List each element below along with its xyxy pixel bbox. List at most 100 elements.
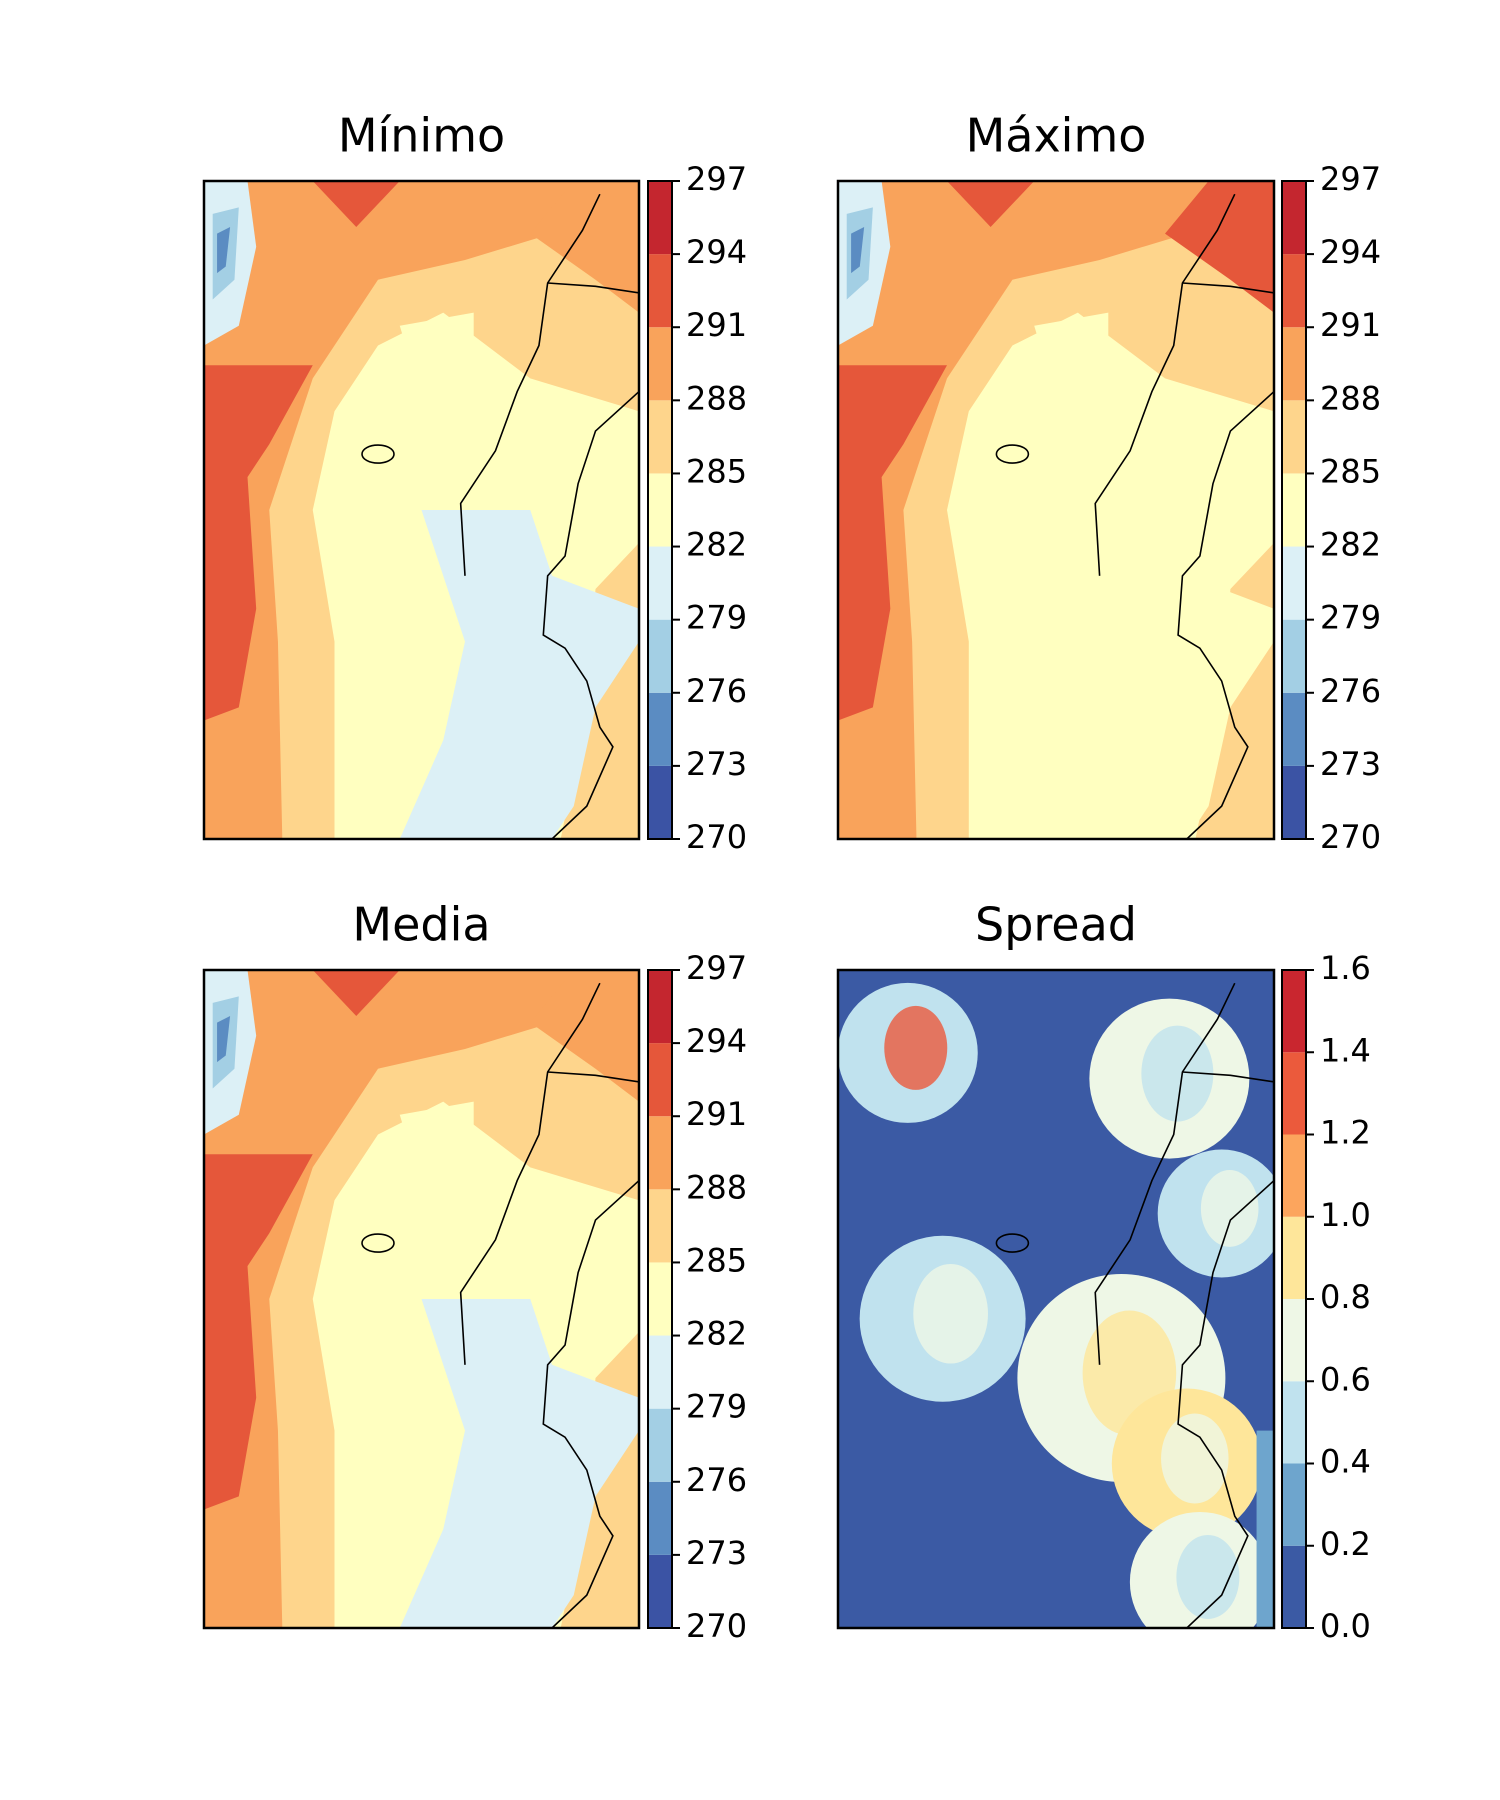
coastline bbox=[1177, 390, 1274, 839]
coastline bbox=[459, 193, 601, 576]
colorbar-tick-label: 282 bbox=[1320, 526, 1381, 564]
field-region bbox=[217, 227, 231, 274]
colorbar-tick-label: 291 bbox=[1320, 306, 1381, 344]
colorbar-band bbox=[1282, 327, 1306, 401]
colorbar-band bbox=[648, 1554, 672, 1628]
colorbar-band bbox=[1282, 181, 1306, 255]
colorbar-band bbox=[1282, 765, 1306, 839]
colorbar-band bbox=[1282, 1299, 1306, 1382]
colorbar-tick-label: 273 bbox=[1320, 745, 1381, 783]
field-region bbox=[399, 1101, 474, 1201]
colorbar-tick-label: 297 bbox=[686, 949, 747, 987]
coastline bbox=[547, 1071, 639, 1083]
map bbox=[204, 181, 639, 839]
colorbar-tick-label: 279 bbox=[686, 599, 747, 637]
colorbar-band bbox=[1282, 619, 1306, 693]
colorbar-band bbox=[648, 473, 672, 547]
field-region bbox=[1034, 312, 1109, 412]
lake bbox=[361, 444, 395, 464]
colorbar-tick-label: 0.6 bbox=[1320, 1360, 1371, 1398]
colorbar-tick-label: 270 bbox=[686, 1607, 747, 1645]
colorbar-band bbox=[1282, 400, 1306, 474]
colorbar-tick-label: 276 bbox=[1320, 672, 1381, 710]
colorbar-tick-label: 1.2 bbox=[1320, 1114, 1371, 1152]
colorbar-tick-label: 0.4 bbox=[1320, 1443, 1371, 1481]
colorbar-tick-label: 276 bbox=[686, 672, 747, 710]
colorbar-band bbox=[1282, 692, 1306, 766]
coastline bbox=[547, 282, 639, 294]
colorbar-band bbox=[648, 1116, 672, 1190]
field-region bbox=[312, 181, 400, 228]
colorbar-tick-label: 279 bbox=[1320, 599, 1381, 637]
colorbar-tick-label: 288 bbox=[1320, 379, 1381, 417]
colorbar-band bbox=[648, 400, 672, 474]
field-region bbox=[399, 1299, 639, 1628]
field-region bbox=[884, 1005, 948, 1090]
panel-title: Spread bbox=[975, 898, 1137, 952]
colorbar-band bbox=[1282, 970, 1306, 1053]
coastline bbox=[1182, 282, 1274, 294]
colorbar-tick-label: 291 bbox=[686, 1095, 747, 1133]
field-region bbox=[204, 970, 574, 1628]
field-region bbox=[947, 181, 1035, 228]
colorbar-band bbox=[1282, 1381, 1306, 1464]
colorbar-tick-label: 279 bbox=[686, 1388, 747, 1426]
colorbar-band bbox=[648, 1408, 672, 1482]
colorbar-band bbox=[1282, 1545, 1306, 1628]
field-region bbox=[399, 312, 474, 412]
field-region bbox=[1165, 181, 1274, 313]
field-region bbox=[1256, 1430, 1274, 1628]
colorbar-tick-label: 1.0 bbox=[1320, 1196, 1371, 1234]
lake bbox=[361, 1233, 395, 1253]
axes-frame bbox=[202, 179, 641, 841]
field-region bbox=[1200, 1170, 1259, 1247]
colorbar-band bbox=[1282, 254, 1306, 328]
field-region bbox=[1056, 510, 1274, 839]
map bbox=[838, 181, 1274, 839]
colorbar-tick-label: 1.6 bbox=[1320, 949, 1371, 987]
axes-frame bbox=[836, 179, 1276, 841]
colorbar-tick-label: 285 bbox=[686, 1241, 747, 1279]
coastline bbox=[1177, 1179, 1274, 1628]
axes-frame bbox=[836, 968, 1276, 1630]
colorbar-tick-label: 270 bbox=[1320, 818, 1381, 856]
colorbar-band bbox=[648, 1335, 672, 1409]
colorbar-band bbox=[1282, 1052, 1306, 1135]
coastline bbox=[1094, 982, 1236, 1365]
map bbox=[204, 970, 639, 1628]
colorbar-tick-label: 297 bbox=[1320, 160, 1381, 198]
panel-title: Máximo bbox=[966, 109, 1147, 163]
colorbar-frame bbox=[647, 180, 673, 840]
colorbar-frame bbox=[1281, 180, 1307, 840]
field-region bbox=[1176, 1534, 1240, 1619]
colorbar-band bbox=[648, 692, 672, 766]
coastline bbox=[459, 982, 601, 1365]
field-region bbox=[530, 181, 639, 313]
field-region bbox=[838, 365, 947, 721]
colorbar-band bbox=[1282, 1134, 1306, 1217]
colorbar-tick-label: 273 bbox=[686, 745, 747, 783]
coastline bbox=[1094, 193, 1236, 576]
panel-title: Media bbox=[352, 898, 490, 952]
field-region bbox=[913, 1263, 988, 1364]
field-region bbox=[1141, 1025, 1214, 1122]
colorbar-band bbox=[648, 546, 672, 620]
colorbar-tick-label: 0.2 bbox=[1320, 1525, 1371, 1563]
field-region bbox=[1161, 1413, 1229, 1504]
axes-frame bbox=[202, 968, 641, 1630]
colorbar-tick-label: 294 bbox=[686, 233, 747, 271]
colorbar-band bbox=[648, 254, 672, 328]
colorbar-tick-label: 1.4 bbox=[1320, 1031, 1371, 1069]
colorbar-band bbox=[648, 327, 672, 401]
field-region bbox=[851, 227, 865, 274]
colorbar-tick-label: 282 bbox=[686, 526, 747, 564]
colorbar-band bbox=[648, 1262, 672, 1336]
colorbar-band bbox=[1282, 1216, 1306, 1299]
colorbar-tick-label: 282 bbox=[686, 1315, 747, 1353]
colorbar-band bbox=[648, 1043, 672, 1117]
colorbar-band bbox=[648, 181, 672, 255]
colorbar-band bbox=[648, 765, 672, 839]
colorbar-tick-label: 270 bbox=[686, 818, 747, 856]
field-region bbox=[312, 970, 400, 1017]
